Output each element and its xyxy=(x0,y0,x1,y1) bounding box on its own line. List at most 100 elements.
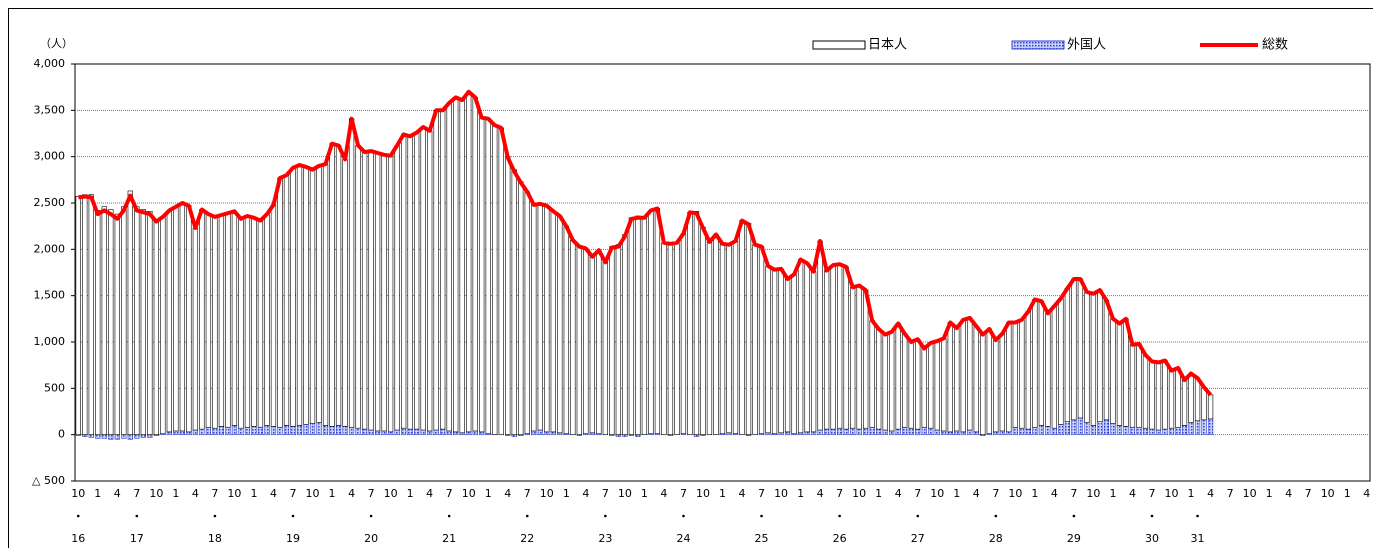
bar xyxy=(570,239,576,435)
bar xyxy=(973,325,979,433)
x-tick-label: 4 xyxy=(192,487,199,500)
bar xyxy=(466,91,472,433)
x-tick-label: 10 xyxy=(227,487,241,500)
bar xyxy=(596,249,602,435)
y-tick-label: 4,000 xyxy=(34,57,66,70)
bar xyxy=(902,333,908,428)
bar xyxy=(915,428,921,435)
bar xyxy=(908,427,914,435)
bar xyxy=(433,110,439,431)
bar xyxy=(309,423,316,435)
bar xyxy=(394,429,400,435)
x-tick-label: 7 xyxy=(992,487,999,500)
bar xyxy=(173,206,179,432)
bar xyxy=(322,163,329,426)
x-tick-label: 10 xyxy=(930,487,944,500)
bar xyxy=(316,165,322,423)
x-tick-label: 4 xyxy=(114,487,121,500)
bar xyxy=(1012,426,1018,435)
x-tick-label: 1 xyxy=(94,487,101,500)
bar xyxy=(609,246,615,435)
bar xyxy=(823,270,830,430)
bar xyxy=(244,426,251,435)
bar xyxy=(518,181,524,435)
bar xyxy=(329,143,335,427)
bar xyxy=(1110,318,1116,424)
x-tick-label: 1 xyxy=(1266,487,1273,500)
x-tick-label: 1 xyxy=(485,487,492,500)
bar xyxy=(947,431,953,435)
bar xyxy=(889,430,895,435)
bar xyxy=(531,430,537,435)
bar xyxy=(1194,377,1201,422)
bar xyxy=(1058,424,1064,435)
bar xyxy=(654,208,661,435)
bar xyxy=(830,428,836,435)
bar xyxy=(876,428,882,435)
bar xyxy=(850,427,856,435)
year-dot xyxy=(369,514,373,518)
bar xyxy=(1045,312,1051,427)
bar xyxy=(537,203,543,431)
bar xyxy=(394,145,400,431)
y-tick-label: 2,000 xyxy=(34,242,66,255)
year-label: 30 xyxy=(1145,532,1159,545)
bar xyxy=(1181,425,1188,435)
bar xyxy=(693,211,700,435)
bar xyxy=(615,244,622,435)
bar xyxy=(836,427,843,435)
bar xyxy=(479,117,485,433)
bar xyxy=(1123,318,1129,427)
bar xyxy=(453,97,459,433)
bar xyxy=(420,429,426,435)
bar xyxy=(374,430,381,435)
year-label: 25 xyxy=(755,532,769,545)
x-tick-label: 7 xyxy=(133,487,140,500)
bar xyxy=(108,434,114,440)
x-tick-label: 7 xyxy=(1070,487,1077,500)
bar xyxy=(550,211,556,433)
bar xyxy=(212,216,218,429)
bar xyxy=(1201,387,1207,421)
bar xyxy=(1006,431,1012,435)
bar xyxy=(1123,426,1129,435)
bar xyxy=(856,428,862,435)
bar xyxy=(348,118,355,428)
bar xyxy=(544,205,550,433)
bar xyxy=(1064,287,1071,422)
year-dot xyxy=(1072,514,1076,518)
bar xyxy=(101,434,107,439)
legend-label: 日本人 xyxy=(868,38,907,53)
bar xyxy=(641,217,648,435)
bar xyxy=(277,177,283,428)
bar xyxy=(869,320,875,428)
bar xyxy=(329,426,335,435)
x-tick-label: 4 xyxy=(1363,487,1370,500)
bar xyxy=(238,218,244,429)
bar xyxy=(817,240,823,431)
bar xyxy=(1071,419,1077,435)
x-tick-label: 1 xyxy=(329,487,336,500)
year-dot xyxy=(994,514,998,518)
bar xyxy=(628,217,635,435)
x-tick-label: 4 xyxy=(582,487,589,500)
x-tick-label: 7 xyxy=(211,487,218,500)
bar xyxy=(264,425,270,435)
bar xyxy=(928,427,934,435)
bar xyxy=(576,245,582,435)
bar xyxy=(212,427,218,435)
bar xyxy=(817,429,823,435)
x-tick-label: 4 xyxy=(348,487,355,500)
bar xyxy=(225,212,231,428)
bar xyxy=(1058,298,1064,425)
year-label: 28 xyxy=(989,532,1003,545)
y-tick-label: 1,500 xyxy=(34,289,66,302)
year-dot xyxy=(135,514,139,518)
bar xyxy=(1129,344,1136,428)
x-tick-label: 1 xyxy=(953,487,960,500)
bar xyxy=(934,429,940,435)
x-tick-label: 1 xyxy=(875,487,882,500)
x-tick-label: 1 xyxy=(797,487,804,500)
x-tick-label: 4 xyxy=(1051,487,1058,500)
bar xyxy=(1194,420,1201,435)
